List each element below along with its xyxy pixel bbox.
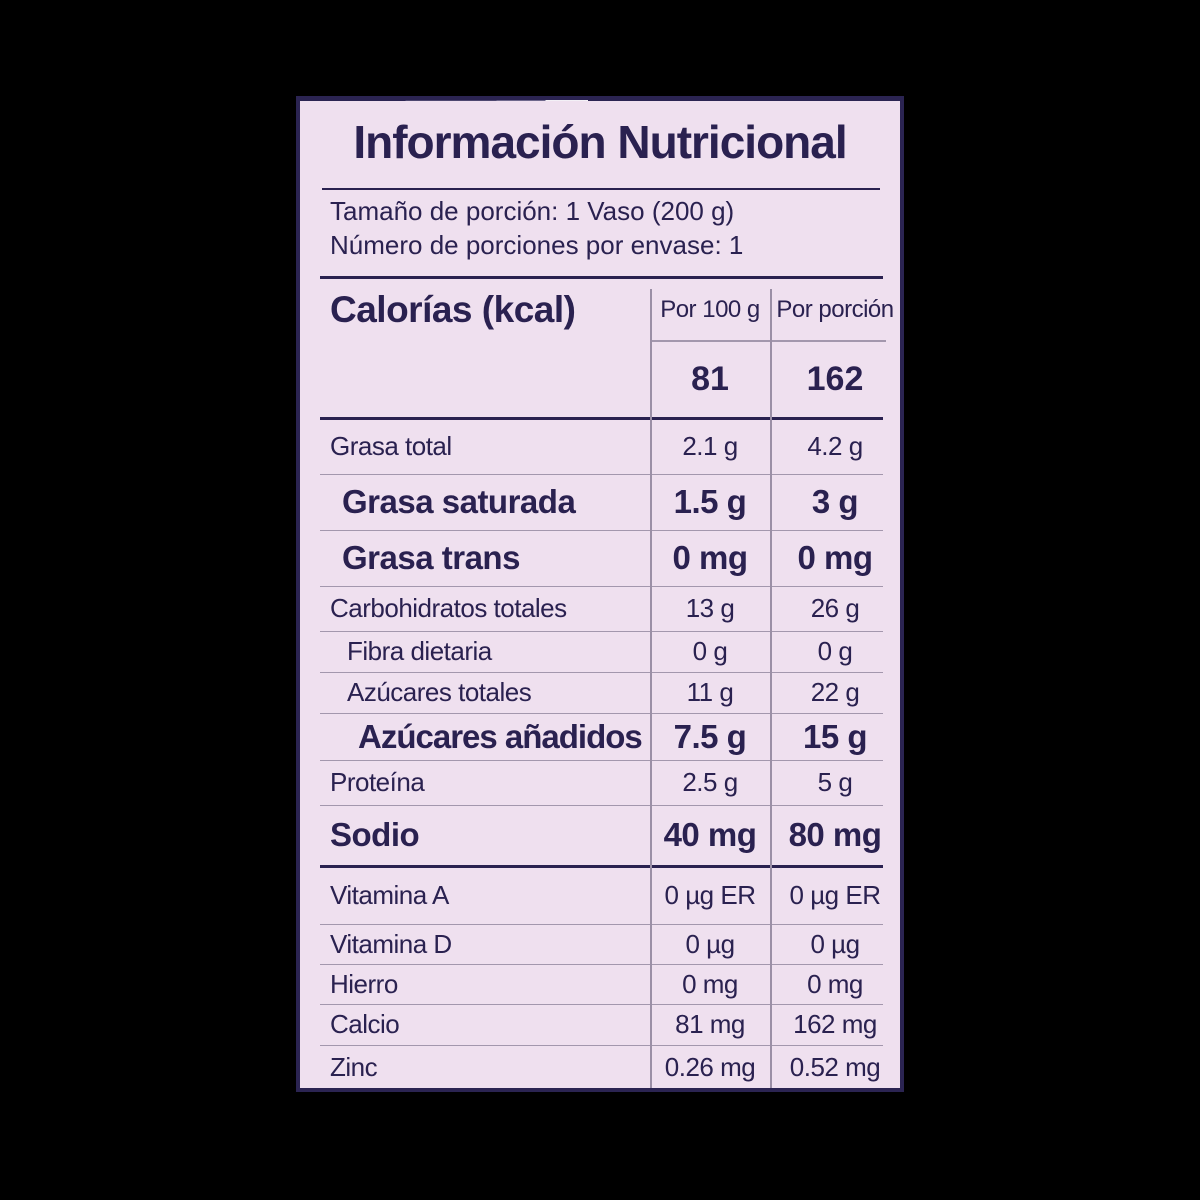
label-title: Información Nutricional bbox=[353, 116, 847, 168]
value-per-100g: 0 mg bbox=[672, 539, 748, 576]
value-per-portion: 3 g bbox=[811, 483, 859, 520]
table-row-grasa-trans: Grasa trans 0 mg 0 mg bbox=[300, 531, 900, 586]
nutrient-name: Vitamina A bbox=[330, 880, 449, 910]
value-per-portion: 22 g bbox=[810, 677, 860, 707]
servings-per-container-text: Número de porciones por envase: 1 bbox=[330, 230, 744, 260]
row-divider bbox=[320, 963, 883, 965]
calories-bottom-divider bbox=[320, 417, 883, 420]
value-per-100g: 0 µg ER bbox=[664, 880, 756, 910]
value-per-100g: 2.1 g bbox=[682, 431, 738, 461]
value-per-portion: 4.2 g bbox=[807, 431, 863, 461]
nutrient-name: Grasa saturada bbox=[342, 483, 576, 520]
table-row-grasa-saturada: Grasa saturada 1.5 g 3 g bbox=[300, 475, 900, 530]
value-per-portion: 5 g bbox=[817, 767, 853, 797]
value-per-100g: 13 g bbox=[685, 593, 735, 623]
serving-size-text: Tamaño de porción: 1 Vaso (200 g) bbox=[330, 196, 735, 226]
value-per-portion: 0 µg ER bbox=[789, 880, 881, 910]
table-row-fibra: Fibra dietaria 0 g 0 g bbox=[300, 632, 900, 672]
nutrition-label-panel: Información Nutricional Tamaño de porció… bbox=[296, 96, 904, 1092]
serving-info: Tamaño de porción: 1 Vaso (200 g) Número… bbox=[300, 194, 900, 262]
table-row-azucares-anadidos: Azúcares añadidos 7.5 g 15 g bbox=[300, 714, 900, 760]
row-divider bbox=[320, 1003, 883, 1005]
column-divider-1 bbox=[650, 289, 652, 1088]
value-per-100g: 0 g bbox=[692, 636, 728, 666]
micronutrients-divider bbox=[320, 864, 883, 868]
nutrient-name: Hierro bbox=[330, 968, 398, 999]
nutrient-name: Azúcares totales bbox=[347, 677, 532, 707]
value-per-portion: 15 g bbox=[802, 717, 868, 755]
col-header-per-portion: Por porción bbox=[776, 295, 894, 323]
row-divider bbox=[320, 630, 883, 632]
calories-value-per-portion: 162 bbox=[806, 360, 864, 398]
calories-label: Calorías (kcal) bbox=[330, 288, 576, 330]
nutrient-name: Grasa trans bbox=[342, 539, 520, 576]
calories-values-row: 81 162 bbox=[300, 342, 900, 417]
nutrient-name: Vitamina D bbox=[330, 928, 452, 959]
calories-header-row: Calorías (kcal) Por 100 g Por porción bbox=[300, 279, 900, 340]
value-per-portion: 0 µg bbox=[810, 928, 860, 959]
table-row-vitamina-a: Vitamina A 0 µg ER 0 µg ER bbox=[300, 868, 900, 924]
row-divider bbox=[320, 923, 883, 925]
value-per-100g: 81 mg bbox=[675, 1009, 745, 1039]
table-row-zinc: Zinc 0.26 mg 0.52 mg bbox=[300, 1046, 900, 1089]
column-header-divider bbox=[650, 340, 886, 342]
value-per-100g: 11 g bbox=[686, 677, 734, 707]
table-row-vitamina-d: Vitamina D 0 µg 0 µg bbox=[300, 925, 900, 964]
row-divider bbox=[320, 529, 883, 531]
nutrition-table: Calorías (kcal) Por 100 g Por porción 81… bbox=[300, 279, 900, 1089]
table-row-azucares-totales: Azúcares totales 11 g 22 g bbox=[300, 673, 900, 713]
nutrient-name: Carbohidratos totales bbox=[330, 593, 567, 623]
nutrient-name: Calcio bbox=[330, 1009, 400, 1039]
nutrient-name: Fibra dietaria bbox=[347, 636, 492, 666]
table-row-grasa-total: Grasa total 2.1 g 4.2 g bbox=[300, 420, 900, 474]
col-header-per-100g: Por 100 g bbox=[660, 295, 760, 323]
title-divider bbox=[322, 188, 880, 190]
value-per-100g: 0 mg bbox=[682, 968, 738, 999]
calories-value-per-100g: 81 bbox=[691, 360, 729, 398]
row-divider bbox=[320, 1044, 883, 1046]
table-row-sodio: Sodio 40 mg 80 mg bbox=[300, 806, 900, 865]
row-divider bbox=[320, 712, 883, 714]
value-per-100g: 2.5 g bbox=[682, 767, 738, 797]
nutrient-name: Grasa total bbox=[330, 431, 452, 461]
value-per-100g: 0.26 mg bbox=[664, 1052, 756, 1082]
value-per-portion: 162 mg bbox=[793, 1009, 877, 1039]
section-divider bbox=[320, 276, 883, 279]
value-per-portion: 26 g bbox=[810, 593, 860, 623]
value-per-portion: 80 mg bbox=[788, 816, 882, 853]
value-per-100g: 40 mg bbox=[663, 816, 757, 853]
nutrient-name: Sodio bbox=[330, 816, 420, 853]
row-divider bbox=[320, 759, 883, 761]
nutrient-name: Azúcares añadidos bbox=[358, 717, 643, 755]
table-row-hierro: Hierro 0 mg 0 mg bbox=[300, 965, 900, 1004]
nutrient-name: Proteína bbox=[330, 767, 425, 797]
top-border-artifact bbox=[300, 100, 900, 101]
table-row-calcio: Calcio 81 mg 162 mg bbox=[300, 1005, 900, 1045]
value-per-100g: 0 µg bbox=[685, 928, 735, 959]
value-per-portion: 0 mg bbox=[807, 968, 863, 999]
table-row-carbohidratos: Carbohidratos totales 13 g 26 g bbox=[300, 587, 900, 631]
nutrient-name: Zinc bbox=[330, 1052, 378, 1082]
value-per-portion: 0 mg bbox=[797, 539, 873, 576]
row-divider bbox=[320, 671, 883, 673]
value-per-100g: 7.5 g bbox=[673, 717, 747, 755]
row-divider bbox=[320, 585, 883, 587]
value-per-portion: 0.52 mg bbox=[789, 1052, 881, 1082]
value-per-100g: 1.5 g bbox=[673, 483, 747, 520]
value-per-portion: 0 g bbox=[817, 636, 853, 666]
row-divider bbox=[320, 804, 883, 806]
column-divider-2 bbox=[770, 289, 772, 1088]
table-row-proteina: Proteína 2.5 g 5 g bbox=[300, 761, 900, 805]
row-divider bbox=[320, 473, 883, 475]
